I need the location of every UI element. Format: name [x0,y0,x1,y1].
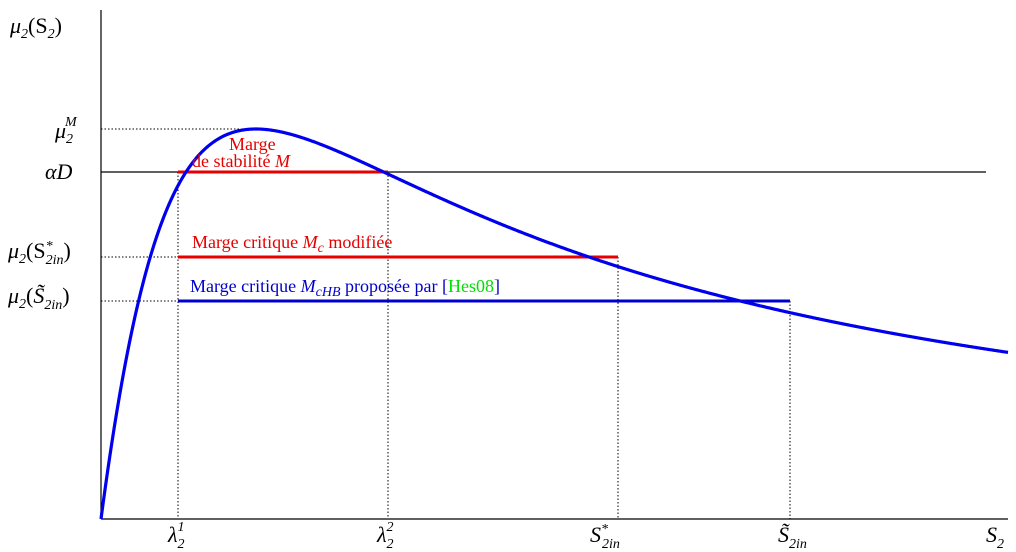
x-tick-lambda1: λ21 [167,520,185,552]
hb-margin-label: Marge critique McHB proposée par [Hes08] [190,276,500,300]
x-axis-title: S2 [986,522,1004,552]
reference-link: Hes08 [448,276,494,296]
critical-margin-label: Marge critique Mc modifiée [192,232,392,256]
stability-margin-label-line2: de stabilité M [192,151,291,171]
y-tick-mu-max: μ2M [54,115,78,147]
x-tick-s-tilde: S̃2in [778,522,807,552]
growth-curve [99,127,1009,520]
y-axis-title: μ2(S2) [9,13,62,42]
stability-margin-label-line1: Marge [229,134,276,154]
x-tick-s-star: S* 2in [590,522,620,552]
x-tick-lambda2: λ22 [376,520,394,552]
y-tick-mu-star: μ2(S* 2in) [7,238,71,268]
y-tick-alpha-d: αD [45,159,73,184]
dotted-guides [101,128,791,519]
y-tick-mu-tilde: μ2(S̃2in) [7,283,70,313]
